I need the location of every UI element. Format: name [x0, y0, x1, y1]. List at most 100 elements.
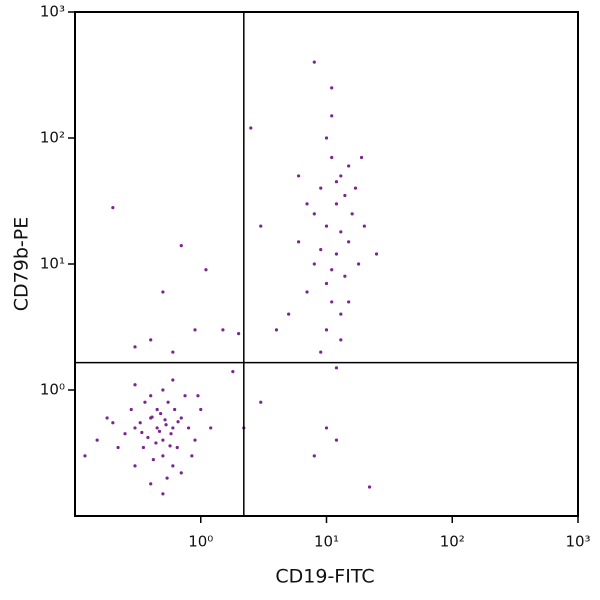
event-dot [165, 476, 169, 480]
event-dot [305, 202, 309, 206]
event-dot [339, 230, 343, 234]
event-dot [111, 421, 115, 425]
event-dot [150, 415, 154, 419]
event-dot [129, 407, 133, 412]
event-dot [171, 350, 175, 354]
event-dot [161, 454, 165, 458]
event-dot [183, 394, 187, 398]
event-dot [312, 454, 316, 458]
event-dot [334, 366, 339, 370]
event-dot [154, 441, 158, 445]
event-dot [334, 252, 339, 256]
y-axis-label: CD79b-PE [11, 217, 33, 311]
event-dot [324, 281, 329, 286]
y-tick-label: 10² [40, 129, 65, 147]
event-dot [221, 328, 225, 332]
event-dot [237, 332, 241, 336]
event-dot [171, 426, 175, 430]
event-dot [111, 206, 115, 210]
y-tick-label: 10¹ [40, 255, 65, 273]
event-dot [324, 328, 329, 332]
y-tick-label: 10³ [40, 3, 65, 21]
event-dot [149, 482, 153, 486]
x-tick-label: 10³ [565, 533, 590, 551]
event-dot [186, 426, 191, 430]
event-dot [312, 262, 316, 266]
event-dot [146, 435, 150, 440]
event-dot [143, 400, 147, 404]
event-dot [297, 174, 301, 178]
event-dot [161, 492, 165, 496]
event-dot [149, 338, 153, 342]
event-dot [359, 155, 364, 160]
event-dot [374, 252, 379, 256]
event-dot [95, 438, 99, 442]
x-axis-label: CD19-FITC [275, 566, 374, 588]
event-dot [362, 224, 366, 228]
event-dot [199, 407, 203, 412]
event-dot [83, 454, 87, 458]
event-dot [171, 464, 175, 468]
event-dot [259, 224, 263, 228]
event-dot [179, 471, 183, 475]
event-dot [196, 394, 200, 398]
event-dot [324, 426, 329, 430]
event-dot [297, 240, 301, 244]
event-dot [324, 224, 329, 228]
event-dot [175, 445, 179, 450]
event-dot [179, 243, 183, 248]
event-dot [164, 423, 168, 427]
event-dot [249, 126, 253, 130]
event-dot [334, 438, 339, 442]
event-dot [312, 60, 316, 64]
event-dot [287, 312, 291, 316]
event-dot [330, 155, 334, 160]
event-dot [193, 328, 197, 332]
event-dot [116, 445, 120, 450]
event-dot [350, 212, 354, 216]
event-dot [347, 300, 351, 304]
event-dot [157, 429, 162, 433]
event-dot [343, 193, 347, 198]
event-dot [312, 212, 316, 216]
event-dot [190, 454, 194, 458]
event-dot [133, 345, 137, 349]
y-tick-label: 10⁰ [40, 381, 65, 399]
event-dot [334, 180, 339, 184]
event-dot [330, 300, 334, 304]
x-tick-label: 10¹ [314, 533, 339, 551]
event-dot [204, 268, 208, 272]
event-dot [141, 445, 146, 450]
event-dot [231, 369, 235, 374]
event-dot [353, 186, 358, 190]
event-dot [171, 378, 175, 382]
event-dot [169, 432, 173, 436]
event-dot [305, 290, 309, 294]
event-dot [133, 426, 137, 430]
event-dot [209, 426, 213, 430]
event-dot [324, 136, 329, 140]
event-dot [330, 86, 334, 90]
event-dot [138, 421, 142, 425]
plot-frame [74, 11, 579, 517]
event-dot [334, 202, 339, 206]
event-dot [168, 444, 172, 448]
event-dot [347, 164, 351, 168]
event-dot [339, 338, 343, 342]
event-dot [155, 426, 159, 430]
event-dot [163, 418, 167, 422]
event-dot [339, 312, 343, 316]
event-dot [347, 240, 351, 244]
event-dot [179, 416, 183, 420]
event-dot [319, 186, 323, 190]
event-dot [161, 388, 165, 392]
event-dot [166, 400, 170, 404]
event-dot [133, 383, 137, 387]
event-dot [133, 464, 137, 468]
event-dot [161, 438, 165, 442]
event-dot [367, 485, 372, 489]
event-dot [176, 420, 180, 424]
event-dot [357, 262, 361, 266]
x-tick-label: 10² [440, 533, 465, 551]
